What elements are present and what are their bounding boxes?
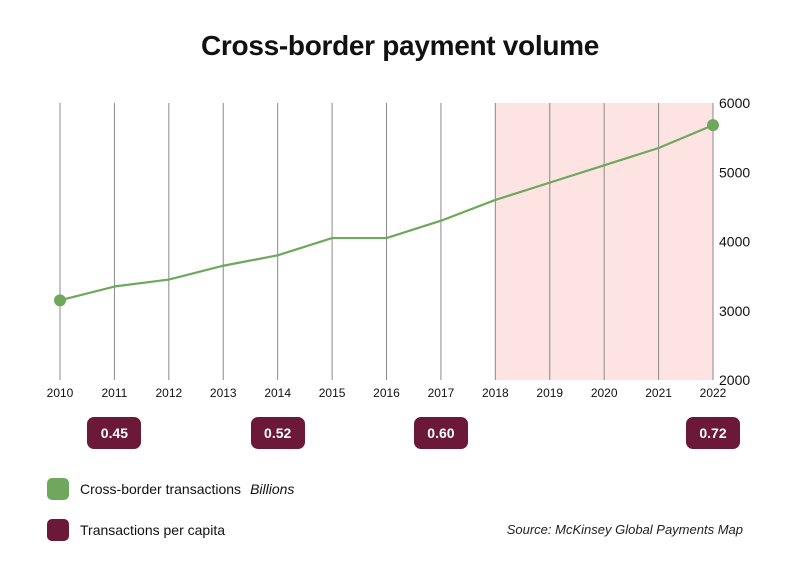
data-point-2021 bbox=[657, 146, 660, 150]
chart-title: Cross-border payment volume bbox=[201, 30, 599, 61]
y-tick-label-2000: 2000 bbox=[719, 372, 750, 388]
legend-swatch-transactions bbox=[47, 478, 69, 500]
x-tick-label-2014: 2014 bbox=[264, 386, 291, 400]
y-tick-label-5000: 5000 bbox=[719, 164, 750, 180]
data-point-2022 bbox=[707, 119, 719, 132]
legend-unit-transactions: Billions bbox=[250, 481, 295, 497]
x-tick-label-2021: 2021 bbox=[645, 386, 672, 400]
legend-item-transactions: Cross-border transactions Billions bbox=[47, 478, 294, 500]
data-point-2013 bbox=[222, 264, 225, 267]
x-tick-label-2018: 2018 bbox=[482, 386, 509, 400]
per-capita-badge-2011: 0.45 bbox=[87, 417, 142, 449]
data-point-2015 bbox=[330, 236, 334, 240]
legend-swatch-per-capita bbox=[47, 519, 69, 541]
line-chart: 2010 2011 2012 2013 2014 2015 2016 2017 2018 2019… bbox=[47, 95, 751, 400]
x-tick-label-2013: 2013 bbox=[210, 386, 237, 400]
x-tick-label-2017: 2017 bbox=[428, 386, 455, 400]
x-tick-label-2016: 2016 bbox=[373, 386, 400, 400]
legend-item-per-capita: Transactions per capita bbox=[47, 519, 225, 541]
legend-label-transactions: Cross-border transactions bbox=[80, 481, 242, 497]
x-tick-label-2010: 2010 bbox=[47, 386, 74, 400]
data-point-2020 bbox=[602, 164, 606, 167]
y-tick-label-3000: 3000 bbox=[719, 303, 750, 319]
per-capita-badge-2014: 0.52 bbox=[250, 417, 305, 449]
x-tick-label-2020: 2020 bbox=[591, 386, 618, 400]
data-point-2016 bbox=[385, 236, 388, 240]
x-tick-label-2022: 2022 bbox=[700, 386, 727, 400]
legend-label-per-capita: Transactions per capita bbox=[80, 522, 225, 538]
data-point-2019 bbox=[548, 181, 551, 184]
data-point-2014 bbox=[276, 254, 279, 257]
y-tick-label-4000: 4000 bbox=[719, 234, 750, 250]
source-note: Source: McKinsey Global Payments Map bbox=[506, 522, 743, 537]
x-tick-label-2011: 2011 bbox=[102, 386, 128, 400]
x-tick-label-2019: 2019 bbox=[536, 386, 563, 400]
per-capita-badge-2017: 0.60 bbox=[413, 417, 468, 449]
y-tick-label-6000: 6000 bbox=[719, 95, 750, 111]
per-capita-badge-2022: 0.72 bbox=[686, 417, 740, 449]
data-point-2010 bbox=[54, 294, 66, 307]
x-tick-label-2015: 2015 bbox=[319, 386, 346, 400]
data-point-2012 bbox=[167, 278, 171, 281]
x-tick-label-2012: 2012 bbox=[155, 386, 182, 400]
data-point-2017 bbox=[439, 219, 443, 222]
data-point-2011 bbox=[113, 285, 116, 288]
data-point-2018 bbox=[494, 198, 497, 202]
